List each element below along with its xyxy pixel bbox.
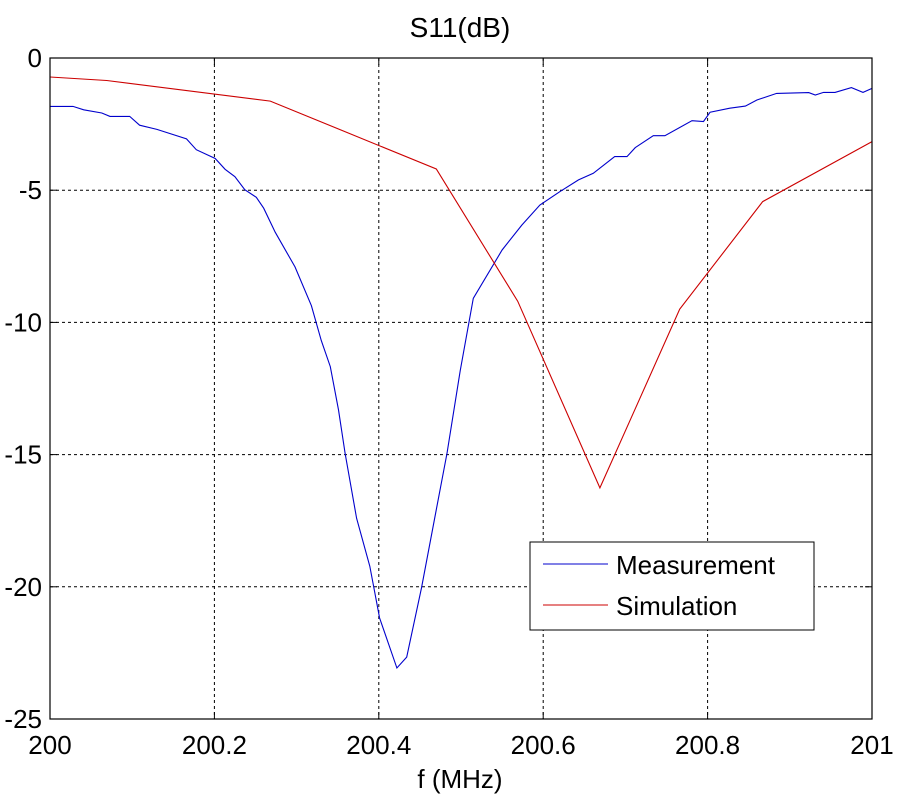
legend-simulation-label: Simulation [616,591,737,621]
y-tick-label: 0 [28,43,42,73]
x-tick-label: 200.8 [675,730,740,760]
legend-measurement-label: Measurement [616,550,776,580]
y-tick-label: -5 [19,175,42,205]
x-tick-label: 200.4 [346,730,411,760]
y-tick-label: -20 [4,572,42,602]
y-axis-ticks: 0 -5 -10 -15 -20 -25 [4,43,872,734]
x-tick-label: 200.6 [511,730,576,760]
series-lines [49,76,873,670]
x-tick-label: 200 [28,730,71,760]
x-tick-label: 200.2 [182,730,247,760]
plot-frame [49,57,873,720]
legend-box [529,541,815,631]
series-line-measurement [50,87,873,670]
y-tick-label: -25 [4,704,42,734]
x-tick-label: 201 [850,730,893,760]
x-axis-label: f (MHz) [417,764,502,794]
series-line-simulation [49,76,873,490]
chart-title: S11(dB) [410,12,511,43]
y-tick-label: -15 [4,440,42,470]
y-tick-label: -10 [4,307,42,337]
x-axis-ticks: 200 200.2 200.4 200.6 200.8 201 [28,58,894,760]
legend: Measurement Simulation [529,541,815,631]
